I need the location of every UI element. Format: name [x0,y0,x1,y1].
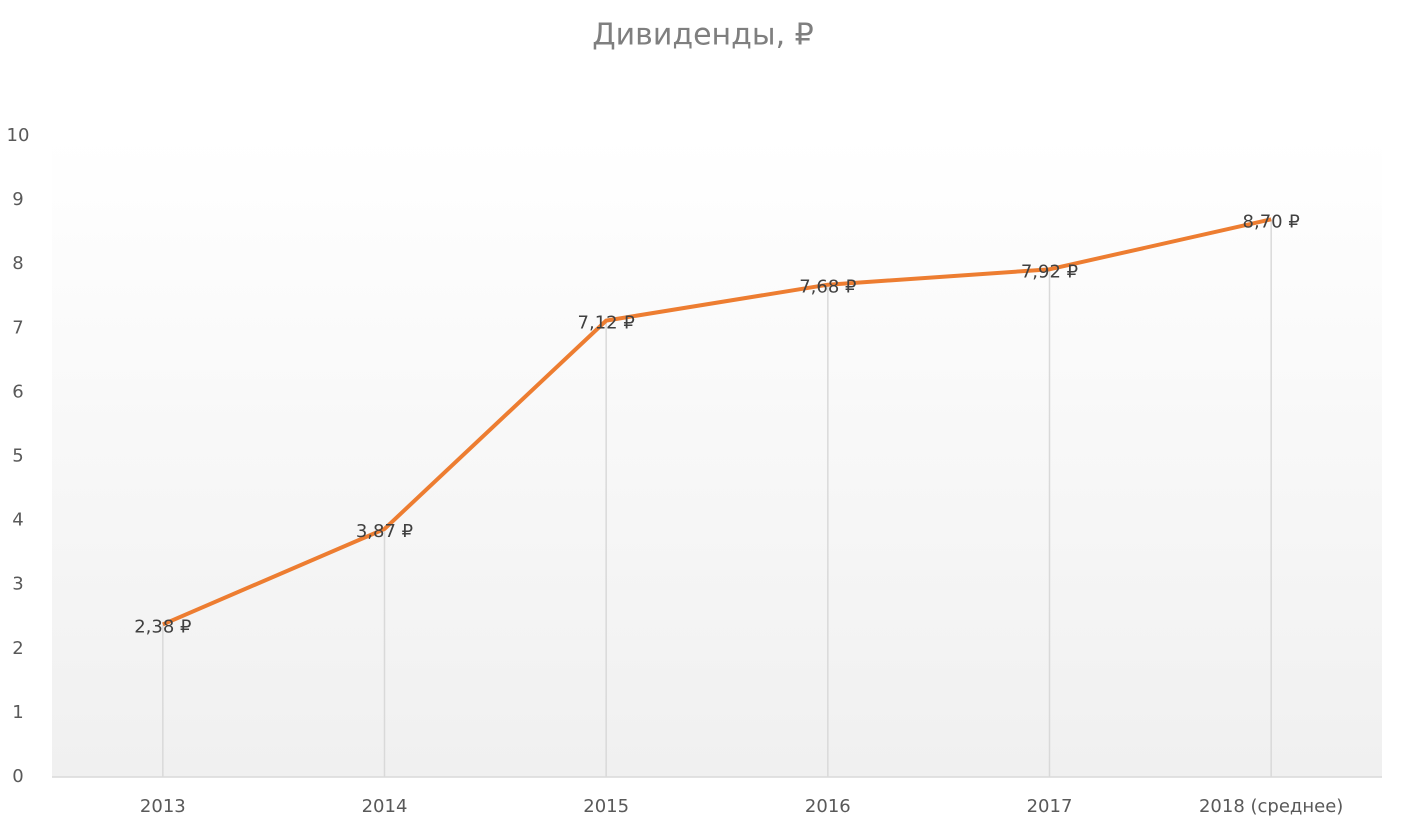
y-tick-label: 0 [12,766,23,787]
data-label: 7,68 ₽ [799,277,856,298]
x-tick-label: 2013 [140,796,186,817]
y-tick-label: 9 [12,189,23,210]
data-label: 7,92 ₽ [1021,261,1078,282]
x-tick-label: 2018 (среднее) [1199,796,1343,817]
data-label: 7,12 ₽ [578,313,635,334]
chart-title: Дивиденды, ₽ [592,18,814,53]
y-tick-label: 1 [12,702,23,723]
data-line [162,217,1272,627]
y-tick-label: 8 [12,253,23,274]
y-tick-label: 5 [12,446,23,467]
y-tick-label: 2 [12,638,23,659]
plot-area [52,136,1382,777]
x-tick-label: 2017 [1027,796,1073,817]
data-label: 8,70 ₽ [1243,211,1300,232]
y-tick-label: 4 [12,510,23,531]
y-tick-label: 6 [12,381,23,402]
x-tick-label: 2014 [362,796,408,817]
data-label: 2,38 ₽ [134,616,191,637]
y-tick-label: 7 [12,317,23,338]
y-tick-label: 3 [12,574,23,595]
x-tick-label: 2015 [583,796,629,817]
x-tick-label: 2016 [805,796,851,817]
y-tick-label: 10 [7,125,30,146]
data-label: 3,87 ₽ [356,521,413,542]
